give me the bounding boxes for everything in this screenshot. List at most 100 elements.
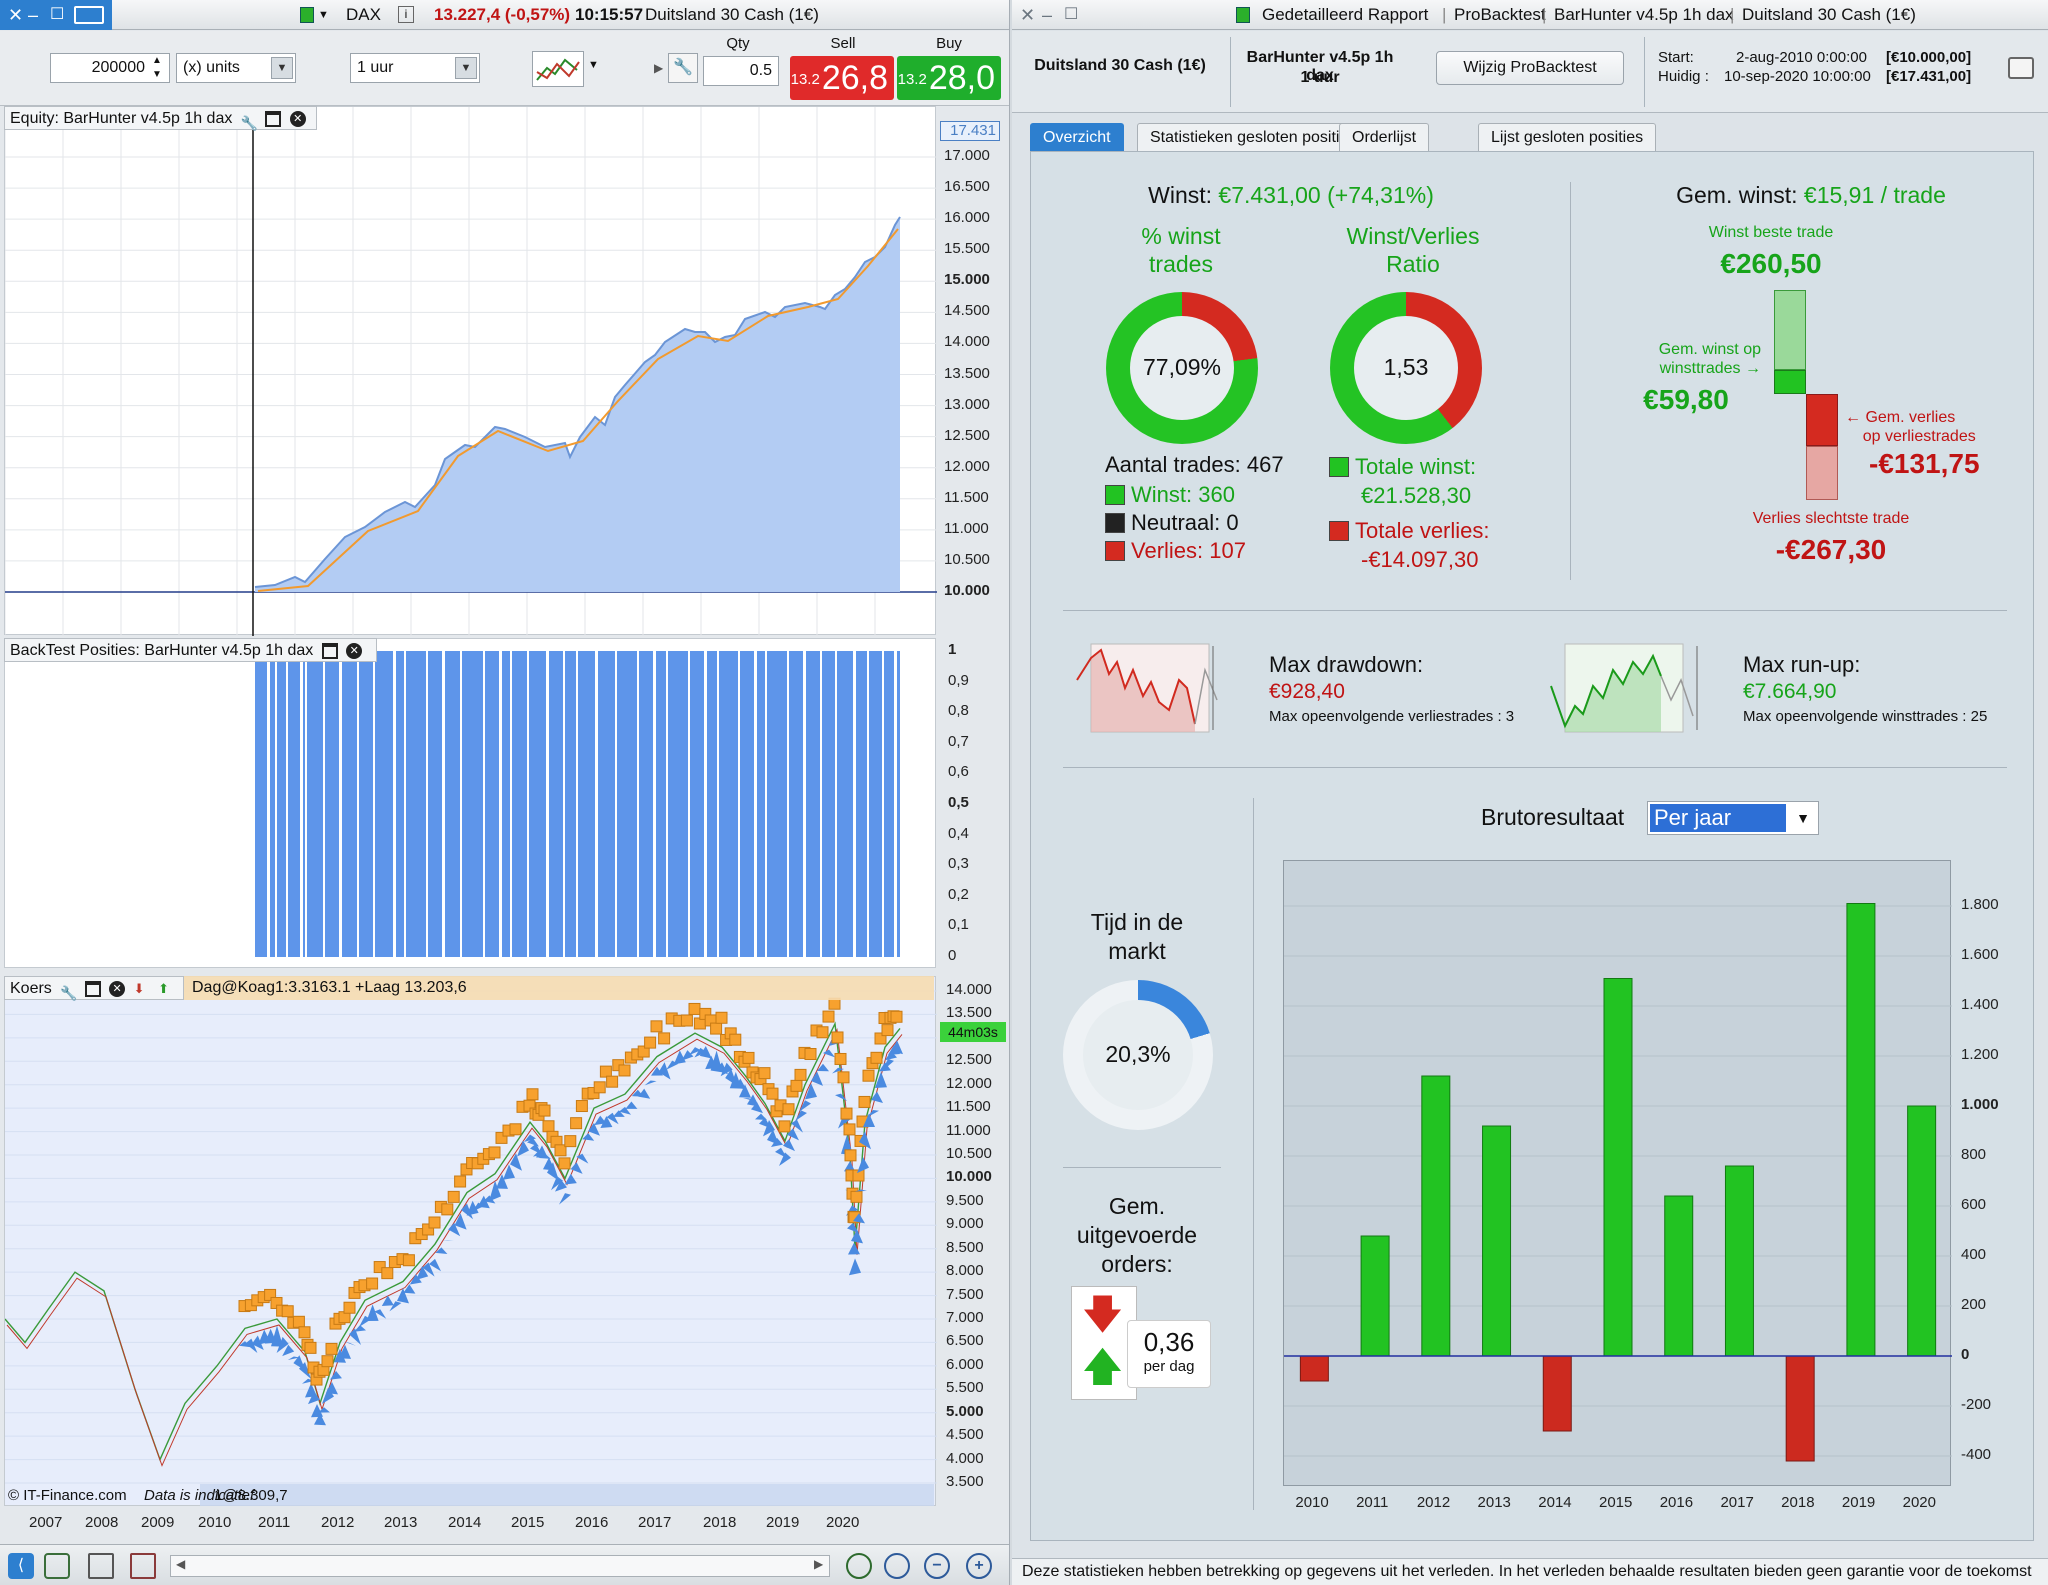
position-gap: [820, 651, 822, 957]
sell-price-big: 26,8: [821, 59, 888, 97]
period-select[interactable]: Per jaar ▼: [1647, 801, 1819, 835]
buy-marker: [564, 1173, 577, 1185]
report-title: Gedetailleerd Rapport: [1262, 5, 1429, 24]
buy-button[interactable]: 13.228,0: [897, 56, 1001, 100]
win-pct-title-1: % winst: [1141, 223, 1221, 249]
position-gap: [510, 651, 512, 957]
window-icon[interactable]: [265, 110, 282, 127]
sell-marker: [575, 1100, 588, 1113]
minimize-icon[interactable]: –: [1042, 5, 1053, 25]
quantity-input[interactable]: 200000: [50, 53, 170, 83]
chevron-down-icon[interactable]: ▼: [318, 9, 329, 21]
neutral-swatch: [1105, 513, 1125, 533]
sell-marker: [488, 1146, 501, 1159]
buy-marker: [651, 1066, 663, 1076]
y-tick-label: 6.500: [946, 1332, 984, 1350]
timeline-scrollbar[interactable]: [170, 1555, 830, 1577]
position-gap: [882, 651, 884, 957]
tab-lijst-gesloten[interactable]: Lijst gesloten posities: [1478, 123, 1657, 151]
y-tick-label: 400: [1961, 1246, 1987, 1263]
equity-plot[interactable]: [4, 106, 937, 636]
zoom-box-icon[interactable]: [884, 1553, 910, 1579]
close-icon[interactable]: ✕: [289, 110, 306, 127]
wrench-icon[interactable]: 🔧: [240, 114, 259, 131]
zoom-in-icon[interactable]: +: [966, 1553, 992, 1579]
window-icon[interactable]: [84, 980, 101, 997]
profit-summary: Winst: €7.431,00 (+74,31%): [1031, 182, 1551, 209]
x-tick-label: 2015: [1599, 1494, 1633, 1511]
x-year-label: 2010: [198, 1514, 232, 1531]
buy-marker: [638, 1088, 651, 1099]
chevron-down-icon[interactable]: ▼: [588, 59, 599, 71]
share-icon[interactable]: ⟨: [8, 1553, 34, 1579]
tab-orderlijst[interactable]: Orderlijst: [1339, 123, 1430, 151]
sell-marker: [542, 1120, 555, 1133]
buy-marker: [344, 1341, 356, 1346]
close-icon[interactable]: ✕: [8, 5, 24, 25]
position-gap: [339, 651, 342, 957]
units-select[interactable]: (x) units ▼: [176, 53, 296, 83]
maximize-icon[interactable]: ☐: [1064, 6, 1079, 23]
sell-marker: [715, 1011, 728, 1024]
sell-marker: [874, 1032, 887, 1045]
close-icon[interactable]: ✕: [346, 642, 363, 659]
report-window: ✕ – ☐ Gedetailleerd Rapport | ProBacktes…: [1012, 0, 2048, 1585]
buy-marker: [734, 1078, 747, 1090]
buy-marker: [823, 1049, 835, 1058]
zoom-out-icon[interactable]: −: [924, 1553, 950, 1579]
maximize-icon[interactable]: ☐: [50, 6, 65, 23]
position-gap: [546, 651, 549, 957]
buy-marker: [466, 1200, 479, 1216]
minimize-icon[interactable]: –: [28, 5, 39, 25]
list-icon[interactable]: [88, 1553, 114, 1579]
x-tick-label: 2012: [1416, 1494, 1451, 1511]
tab-statistieken[interactable]: Statistieken gesloten posities: [1137, 123, 1370, 151]
equity-y-axis: 17.000 16.500 16.000 15.500 15.000 14.500 14.0…: [938, 106, 1008, 635]
table-icon[interactable]: [130, 1553, 156, 1579]
position-gap: [286, 651, 288, 957]
modify-backtest-button[interactable]: Wijzig ProBacktest: [1436, 51, 1624, 85]
info-icon[interactable]: i: [398, 6, 414, 23]
buy-marker: [477, 1195, 490, 1209]
print-icon[interactable]: [2008, 57, 2034, 79]
buy-marker: [539, 1153, 551, 1159]
timeframe-select[interactable]: 1 uur ▼: [350, 53, 480, 83]
buy-marker: [503, 1164, 515, 1180]
close-icon[interactable]: ✕: [109, 980, 126, 997]
chevron-right-icon[interactable]: ▶: [654, 61, 664, 75]
sell-button[interactable]: 13.226,8: [790, 56, 894, 100]
window-icon[interactable]: [321, 642, 338, 659]
settings-icon[interactable]: [44, 1553, 70, 1579]
sell-marker: [564, 1135, 577, 1148]
buy-marker: [855, 1189, 867, 1192]
close-icon[interactable]: ✕: [1020, 5, 1036, 25]
y-tick-label: 4.500: [946, 1426, 984, 1444]
chevron-right-icon[interactable]: ▶: [814, 1557, 824, 1571]
sell-marker: [281, 1305, 294, 1318]
positions-plot[interactable]: [4, 638, 936, 968]
qty-input[interactable]: 0.5: [703, 56, 779, 86]
sell-marker: [837, 1071, 850, 1084]
total-win-value: €21.528,30: [1361, 483, 1472, 508]
arrow-up-icon[interactable]: ⬆: [158, 980, 169, 996]
ratio-value: 1,53: [1383, 354, 1429, 380]
keyboard-icon[interactable]: [74, 6, 104, 24]
position-gap: [666, 651, 668, 957]
price-plot[interactable]: [4, 976, 937, 1506]
arrow-down-icon[interactable]: ⬇: [133, 980, 145, 996]
buy-marker: [318, 1407, 330, 1413]
sell-marker: [881, 1024, 894, 1037]
price-y-axis: 14.00013.50013.00012.50012.00011.50011.0…: [938, 976, 1008, 1506]
quantity-stepper[interactable]: ▲ ▼: [152, 55, 162, 80]
y-tick-label: 0,9: [948, 671, 969, 689]
y-tick-label: 5.500: [946, 1379, 984, 1397]
chevron-left-icon[interactable]: ◀: [176, 1557, 186, 1571]
wrench-icon[interactable]: 🔧: [668, 53, 698, 83]
tab-overzicht[interactable]: Overzicht: [1030, 123, 1124, 151]
indicator-button[interactable]: [532, 51, 584, 87]
wrench-icon[interactable]: 🔧: [60, 984, 78, 1001]
buy-marker: [461, 1203, 473, 1220]
zoom-range-icon[interactable]: [846, 1553, 872, 1579]
overview-panel: Winst: €7.431,00 (+74,31%) % winst trades…: [1030, 151, 2034, 1541]
y-tick-label: 14.000: [946, 981, 992, 998]
